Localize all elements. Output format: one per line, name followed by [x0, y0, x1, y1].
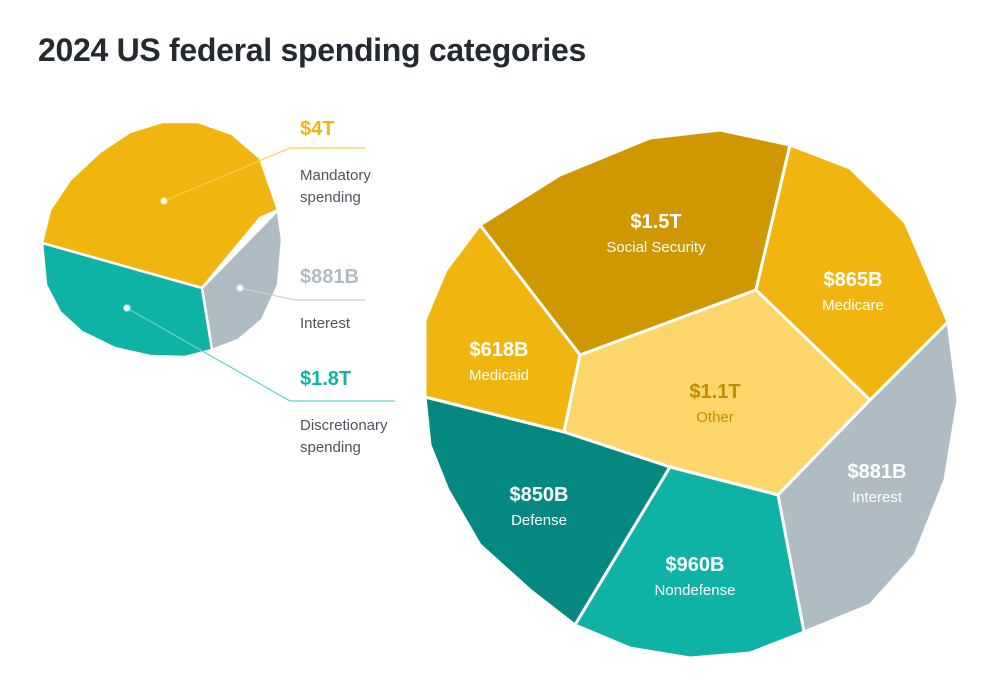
cell-value-label: $1.5T	[630, 211, 681, 233]
leader-line	[163, 147, 365, 202]
treemap-cell	[776, 320, 960, 634]
pie-value-label: $4T	[300, 118, 334, 140]
pie-category-label: spending	[300, 189, 361, 206]
pie-slice	[40, 120, 280, 290]
cell-category-label: Medicare	[822, 297, 884, 314]
cell-value-label: $960B	[666, 554, 725, 576]
cell-value-label: $881B	[848, 461, 907, 483]
cell-category-label: Defense	[511, 512, 567, 529]
treemap-cell	[573, 465, 806, 660]
cell-value-label: $1.1T	[689, 381, 740, 403]
cell-value-label: $618B	[470, 339, 529, 361]
cell-category-label: Other	[696, 409, 734, 426]
leader-dot	[123, 304, 131, 312]
leader-line	[239, 287, 365, 301]
pie-value-label: $881B	[300, 266, 359, 288]
cell-category-label: Nondefense	[655, 582, 736, 599]
leader-dot	[160, 197, 168, 205]
cell-category-label: Social Security	[606, 239, 706, 256]
cell-value-label: $865B	[824, 269, 883, 291]
cell-category-label: Interest	[852, 489, 903, 506]
pie-value-label: $1.8T	[300, 368, 351, 390]
cell-category-label: Medicaid	[469, 367, 529, 384]
page-title: 2024 US federal spending categories	[38, 32, 586, 68]
leader-dot	[236, 284, 244, 292]
cell-value-label: $850B	[510, 484, 569, 506]
leader-line	[126, 307, 395, 402]
pie-category-label: spending	[300, 439, 361, 456]
pie-slice	[40, 241, 214, 359]
pie-category-label: Discretionary	[300, 417, 388, 434]
pie-category-label: Mandatory	[300, 167, 371, 184]
pie-category-label: Interest	[300, 315, 351, 332]
